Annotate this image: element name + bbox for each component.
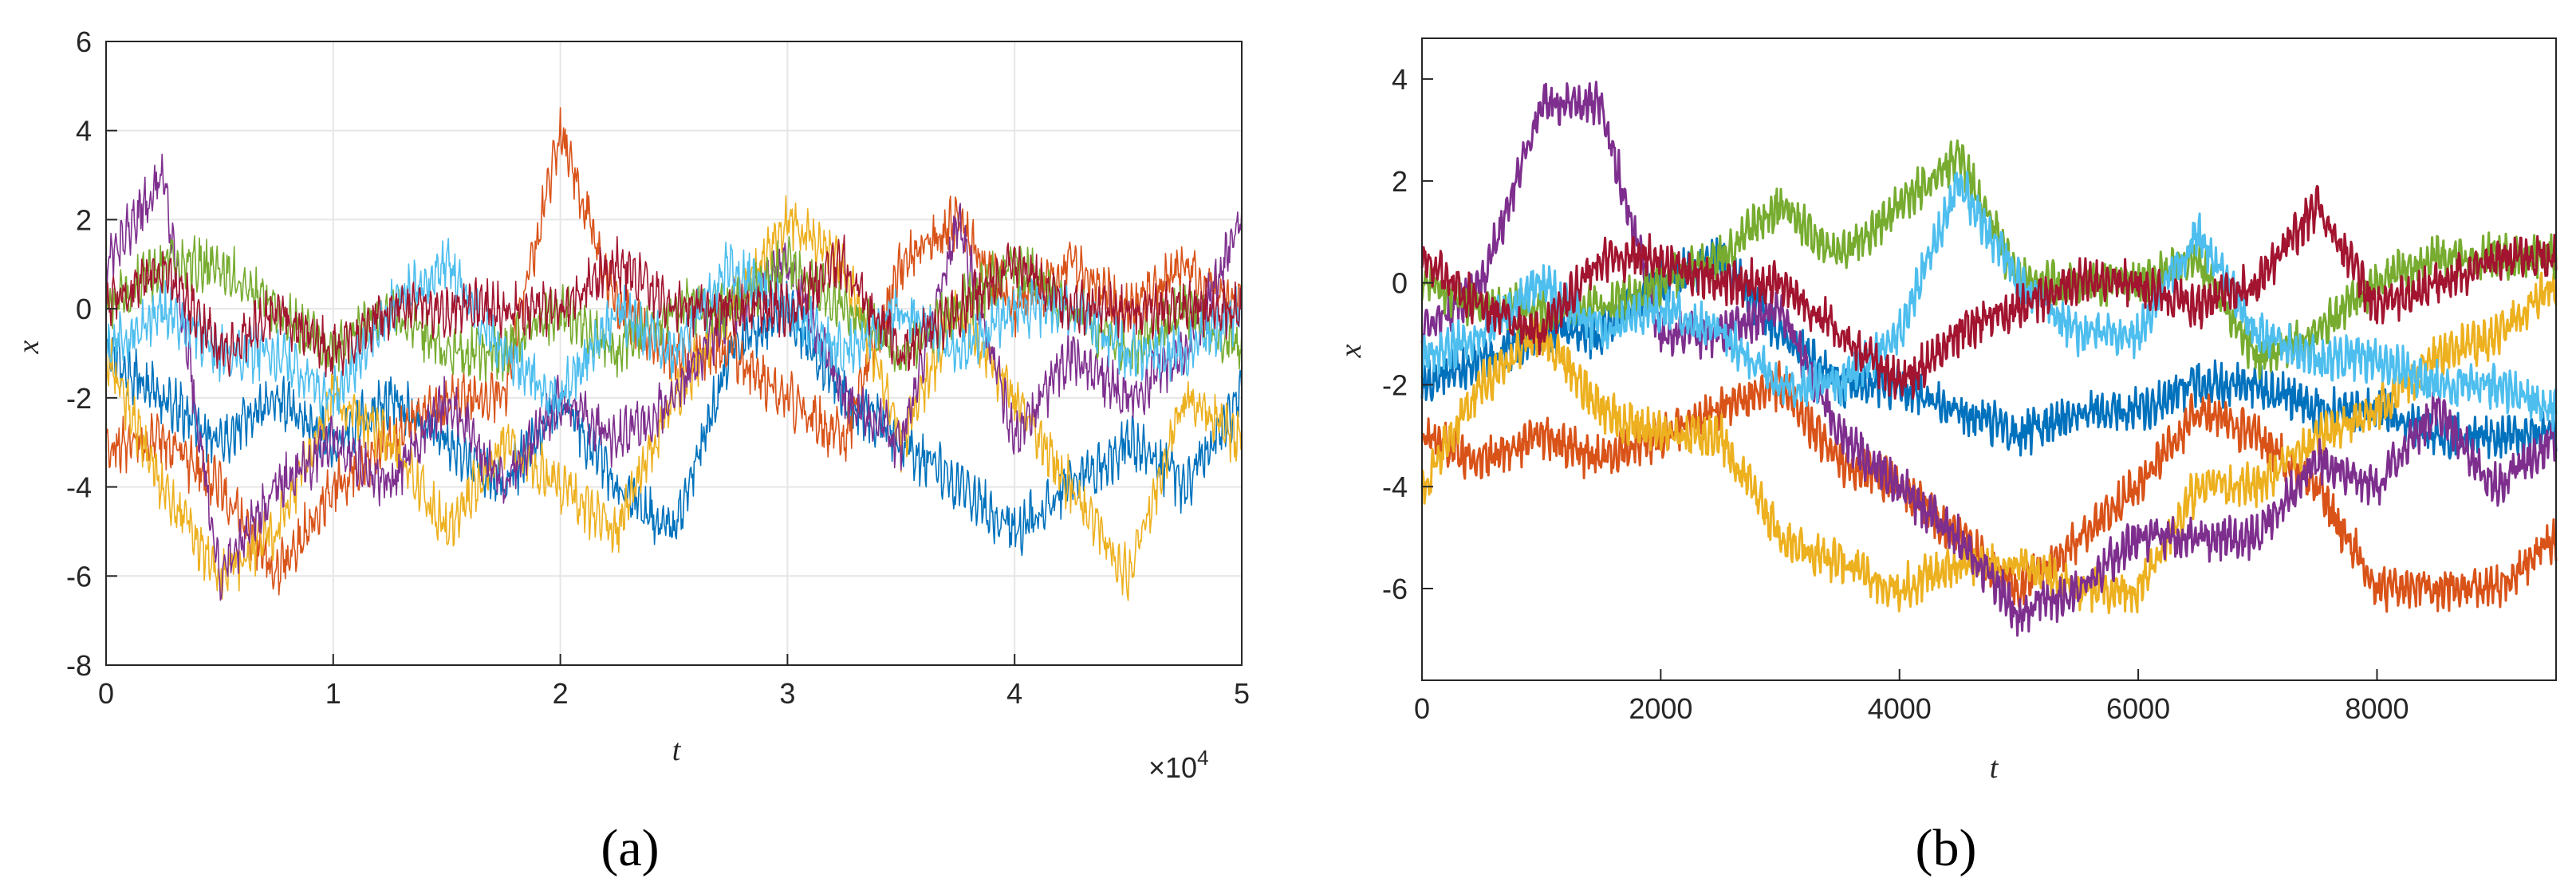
y-tick-label: -4: [1382, 471, 1408, 503]
x-tick-label: 5: [1234, 677, 1250, 710]
x-tick-label: 2000: [1629, 692, 1692, 725]
panel-a: 0 1 2 3 4 5 -8 -6 -4 -2 0 2 4 6 t x ×104 (a): [12, 26, 1250, 877]
panel-b-series: [1420, 81, 2558, 637]
y-tick-label: 6: [76, 26, 92, 58]
series-line-7: [105, 234, 1243, 378]
x-tick-label: 3: [779, 677, 795, 710]
x-tick-label: 2: [553, 677, 569, 710]
panel-b-ylabel: x: [1334, 344, 1368, 358]
series-line-6: [1420, 171, 2558, 432]
y-tick-label: -8: [66, 649, 92, 682]
x-tick-label: 1: [325, 677, 341, 710]
panel-b: 0 2000 4000 6000 8000 -6 -4 -2 0 2 4 t x (b): [1334, 37, 2558, 877]
panel-a-series: [105, 107, 1243, 601]
y-tick-label: -2: [1382, 368, 1408, 401]
x-tick-label: 0: [98, 677, 114, 710]
y-tick-label: 4: [76, 115, 92, 148]
y-tick-label: 2: [76, 203, 92, 236]
y-tick-label: 4: [1392, 63, 1408, 96]
series-line-7: [1420, 184, 2558, 400]
panel-b-yticks: -6 -4 -2 0 2 4: [1382, 63, 1433, 605]
panel-a-xticks: 0 1 2 3 4 5: [98, 654, 1250, 710]
panel-a-label: (a): [601, 819, 659, 877]
x-tick-label: 8000: [2345, 692, 2409, 725]
y-tick-label: -2: [66, 382, 92, 415]
y-tick-label: -4: [66, 471, 92, 504]
y-tick-label: 2: [1392, 165, 1408, 198]
x-tick-label: 4000: [1868, 692, 1932, 725]
series-line-3: [1420, 271, 2558, 615]
y-tick-label: 0: [76, 293, 92, 325]
panel-a-yticks: -8 -6 -4 -2 0 2 4 6: [66, 26, 117, 682]
y-tick-label: -6: [1382, 573, 1408, 605]
panel-b-axes-frame: [1421, 37, 2557, 681]
panel-b-xticks: 0 2000 4000 6000 8000: [1414, 669, 2409, 725]
panel-a-axes-frame: [105, 41, 1243, 666]
x-tick-label: 4: [1006, 677, 1022, 710]
panel-b-xlabel: t: [1990, 751, 1999, 785]
panel-a-xlabel: t: [672, 734, 682, 767]
panel-a-ylabel: x: [12, 340, 45, 354]
series-line-5: [1420, 139, 2558, 380]
series-line-4: [105, 153, 1243, 601]
panel-a-x-multiplier: ×104: [1148, 746, 1209, 784]
x-tick-label: 6000: [2106, 692, 2170, 725]
series-line-1: [105, 280, 1243, 557]
series-line-6: [105, 238, 1243, 420]
y-tick-label: -6: [66, 560, 92, 593]
x-tick-label: 0: [1414, 692, 1430, 725]
panel-b-label: (b): [1916, 819, 1977, 877]
y-tick-label: 0: [1392, 267, 1408, 300]
series-line-4: [1420, 81, 2558, 637]
